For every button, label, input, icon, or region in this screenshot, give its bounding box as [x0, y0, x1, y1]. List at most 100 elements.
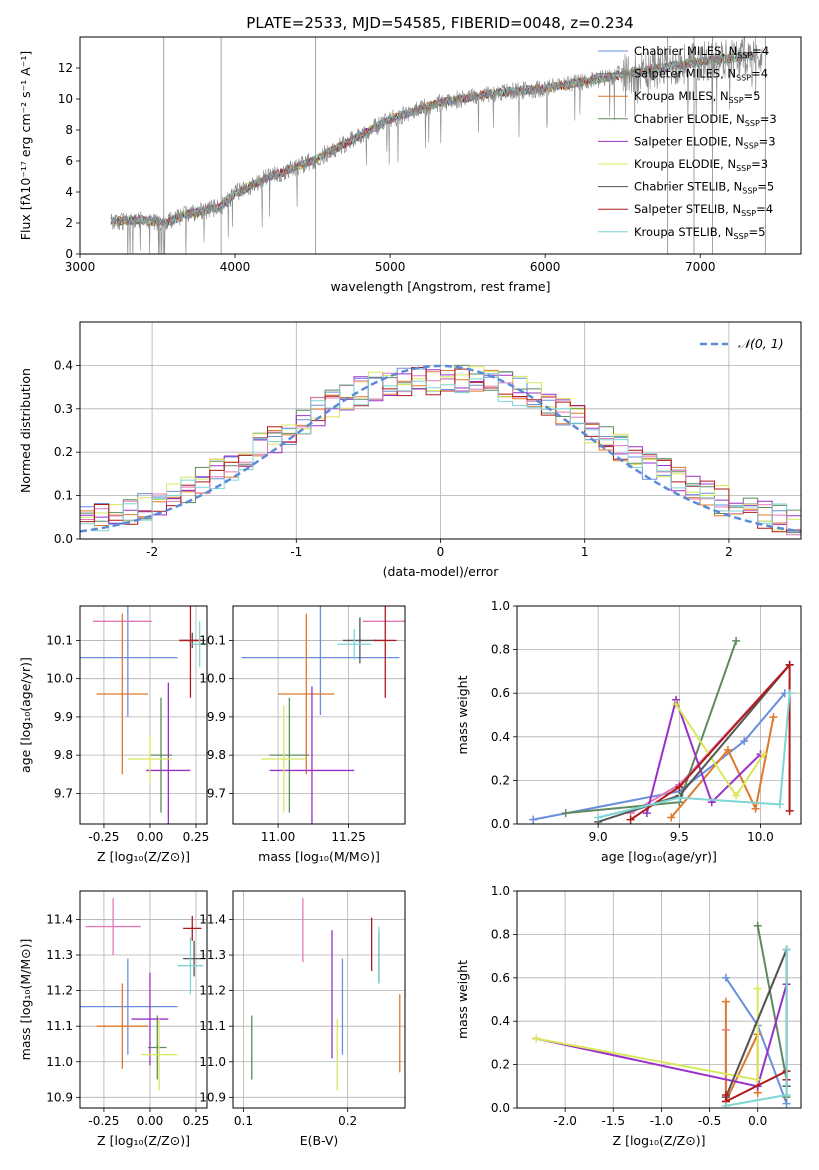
x-tick-label: -1.0 — [650, 1114, 673, 1128]
y-tick-label: 2 — [65, 216, 73, 230]
axes-frame — [516, 605, 802, 825]
weight-marker — [642, 809, 651, 818]
y-tick-label: 0.4 — [491, 1014, 510, 1028]
x-axis-label: Z [log₁₀(Z/Z⊙)] — [97, 1133, 190, 1148]
weight-marker — [672, 700, 681, 709]
y-tick-label: 1.0 — [491, 884, 510, 898]
model-spectrum-line — [110, 50, 754, 228]
legend-entry: 𝒩(0, 1) — [738, 336, 784, 351]
y-tick-label: 0.2 — [491, 1058, 510, 1072]
y-tick-label: 11.1 — [46, 1019, 73, 1033]
histogram-step — [80, 367, 801, 533]
x-tick-label: 0 — [437, 545, 445, 559]
axes-frame — [516, 890, 802, 1109]
panel-age_vs_Z: -0.25 0.00 0.25 9.7 9.8 9.9 10.0 10.1 Z [log₁₀(Z… — [18, 605, 209, 864]
y-tick-label: 10.0 — [199, 672, 226, 686]
x-axis-label: E(B-V) — [300, 1133, 339, 1148]
histogram-step — [80, 372, 801, 536]
legend-entry: Salpeter MILES, NSSP=4 — [634, 67, 768, 83]
axes-frame — [232, 890, 406, 1109]
y-axis-label: Flux [fλ10⁻¹⁷ erg cm⁻² s⁻¹ A⁻¹] — [18, 51, 33, 240]
x-tick-label: -2.0 — [553, 1114, 576, 1128]
legend-entry: Kroupa ELODIE, NSSP=3 — [634, 157, 768, 173]
weight-marker — [675, 793, 684, 802]
y-tick-label: 6 — [65, 154, 73, 168]
weight-marker — [751, 804, 760, 813]
y-tick-label: 10.0 — [46, 672, 73, 686]
x-tick-label: -2 — [146, 545, 158, 559]
y-tick-label: 0.0 — [491, 817, 510, 831]
y-tick-label: 9.7 — [54, 786, 73, 800]
y-tick-label: 10.9 — [199, 1090, 226, 1104]
panel-spectrum: 3000 4000 5000 6000 7000 0 2 4 6 8 10 12 wavelength … — [18, 36, 802, 294]
legend-entry: Kroupa MILES, NSSP=5 — [634, 89, 760, 105]
weight-marker — [723, 745, 732, 754]
x-axis-label: age [log₁₀(age/yr)] — [601, 849, 717, 864]
x-tick-label: 4000 — [220, 260, 251, 274]
y-tick-label: 0.6 — [491, 686, 510, 700]
weight-marker — [721, 1101, 730, 1108]
y-axis-label: age [log₁₀(age/yr)] — [18, 657, 33, 773]
legend: 𝒩(0, 1) — [700, 336, 784, 351]
x-tick-label: 0.2 — [338, 1114, 357, 1128]
y-axis-label: mass [log₁₀(M/M⊙)] — [18, 939, 33, 1061]
weight-line — [675, 703, 765, 798]
y-tick-label: 0.3 — [54, 402, 73, 416]
legend-entry: Salpeter STELIB, NSSP=4 — [634, 202, 773, 218]
axes-frame — [79, 890, 208, 1109]
weight-marker — [785, 660, 794, 669]
weight-marker — [769, 713, 778, 722]
y-tick-label: 9.9 — [54, 710, 73, 724]
weight-marker — [561, 809, 570, 818]
y-axis-label: mass weight — [455, 960, 470, 1039]
y-tick-label: 9.8 — [207, 748, 226, 762]
weight-line — [630, 664, 791, 814]
x-tick-label: 3000 — [65, 260, 96, 274]
x-axis-label: Z [log₁₀(Z/Z⊙)] — [97, 849, 190, 864]
normal-curve — [80, 364, 801, 533]
panel-mass_vs_Z: -0.25 0.00 0.25 10.9 11.0 11.1 11.2 11.3 11.4 Z [… — [18, 890, 209, 1148]
x-tick-label: 1 — [581, 545, 589, 559]
y-tick-label: 11.0 — [199, 1055, 226, 1069]
y-tick-label: 11.1 — [199, 1019, 226, 1033]
x-tick-label: 9.0 — [589, 830, 608, 844]
weight-marker — [753, 1075, 762, 1084]
weight-marker — [753, 984, 762, 993]
x-tick-label: -0.5 — [698, 1114, 721, 1128]
weight-marker — [626, 815, 635, 824]
y-tick-label: 11.3 — [199, 948, 226, 962]
plot-area — [80, 898, 206, 1091]
x-tick-label: 9.5 — [670, 830, 689, 844]
y-tick-label: 0 — [65, 247, 73, 261]
panel-weight_vs_age: 9.0 9.5 10.0 0.0 0.2 0.4 0.6 0.8 1.0 age [log₁₀(a… — [455, 599, 802, 864]
figure-title: PLATE=2533, MJD=54585, FIBERID=0048, z=0… — [246, 14, 633, 32]
plot-area — [251, 898, 401, 1091]
x-tick-label: 0.00 — [137, 1114, 164, 1128]
plot-area — [110, 37, 766, 254]
x-tick-label: -1.5 — [602, 1114, 625, 1128]
x-axis-label: Z [log₁₀(Z/Z⊙)] — [613, 1133, 706, 1148]
x-tick-label: 6000 — [530, 260, 561, 274]
y-tick-label: 0.6 — [491, 971, 510, 985]
y-tick-label: 0.0 — [491, 1101, 510, 1115]
y-tick-label: 11.0 — [46, 1055, 73, 1069]
x-tick-label: 0.1 — [234, 1114, 253, 1128]
plot-area — [529, 636, 794, 824]
weight-line — [725, 977, 788, 1105]
weight-marker — [785, 689, 794, 698]
x-tick-label: -0.25 — [88, 830, 119, 844]
histogram-step — [80, 366, 801, 531]
axes-frame — [79, 321, 802, 540]
weight-marker — [753, 921, 762, 930]
y-tick-label: 9.9 — [207, 710, 226, 724]
axes-frame — [79, 36, 802, 255]
y-tick-label: 10.9 — [46, 1090, 73, 1104]
x-tick-label: 11.00 — [261, 830, 295, 844]
y-axis-label: Normed distribution — [18, 368, 33, 493]
y-tick-label: 0.0 — [54, 532, 73, 546]
observed-spectrum-line — [110, 37, 763, 254]
x-tick-label: 7000 — [685, 260, 716, 274]
legend-entry: Chabrier STELIB, NSSP=5 — [634, 180, 774, 196]
histogram-step — [80, 369, 801, 525]
